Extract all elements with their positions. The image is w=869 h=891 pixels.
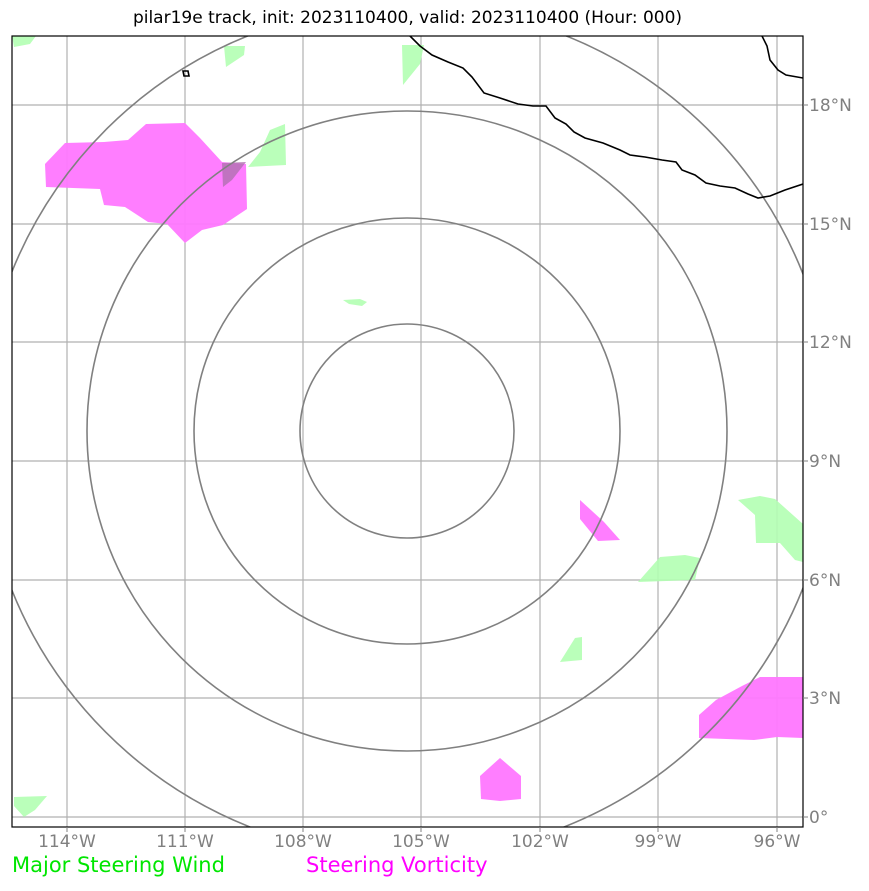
- lon-label-114w: 114°W: [38, 832, 96, 852]
- lon-labels: 114°W 111°W 108°W 105°W 102°W 99°W 96°W: [38, 832, 801, 852]
- steering-vorticity-patches: [45, 123, 803, 801]
- range-rings: [12, 36, 803, 827]
- lon-label-102w: 102°W: [511, 832, 569, 852]
- overlap-patch: [222, 162, 246, 187]
- lon-label-111w: 111°W: [156, 832, 214, 852]
- lon-label-99w: 99°W: [635, 832, 682, 852]
- legend-vorticity-label: Steering Vorticity: [306, 853, 488, 877]
- lat-labels: 18°N 15°N 12°N 9°N 6°N 3°N 0°: [809, 96, 852, 828]
- lat-label-3n: 3°N: [809, 689, 841, 709]
- map-title: pilar19e track, init: 2023110400, valid:…: [132, 8, 683, 28]
- coastline: [182, 36, 803, 199]
- map-frame: [11, 35, 804, 828]
- lon-label-108w: 108°W: [274, 832, 332, 852]
- lat-label-9n: 9°N: [809, 452, 841, 472]
- map-content: [12, 36, 803, 827]
- lon-ticks: [66, 827, 778, 832]
- lat-label-0: 0°: [809, 808, 828, 828]
- latitude-gridlines: [12, 104, 803, 818]
- lat-label-18n: 18°N: [809, 96, 852, 116]
- lat-ticks: [803, 104, 808, 818]
- lon-label-105w: 105°W: [392, 832, 450, 852]
- lat-label-15n: 15°N: [809, 215, 852, 235]
- lat-label-6n: 6°N: [809, 571, 841, 591]
- steering-wind-patches: [12, 36, 803, 817]
- legend-wind-label: Major Steering Wind: [12, 853, 225, 877]
- lon-label-96w: 96°W: [754, 832, 801, 852]
- lat-label-12n: 12°N: [809, 333, 852, 353]
